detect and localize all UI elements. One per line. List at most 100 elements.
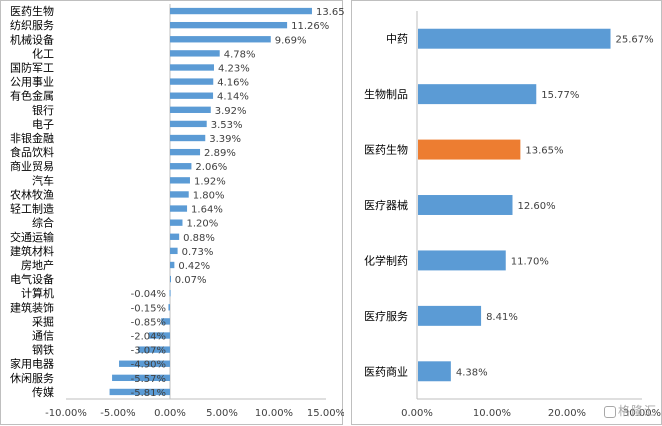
x-tick-label-2: -5.00% [100, 408, 135, 419]
value-label-2: 11.26% [291, 21, 329, 32]
bar-19 [170, 261, 175, 269]
bar-1 [418, 28, 611, 49]
value-label-21: -0.04% [131, 289, 166, 300]
category-label-7: 有色金属 [10, 89, 54, 103]
category-label-3: 机械设备 [10, 32, 54, 46]
industry-returns-chart: 医药生物 13.65% 纺织服务 11.26% 机械设备 9.69% 化工 4.78% 国防军工… [0, 0, 344, 425]
value-label-10: 3.39% [209, 134, 241, 145]
value-label-22: -0.15% [131, 303, 166, 314]
value-label-6: 4.16% [217, 78, 249, 89]
bar-9 [170, 120, 207, 128]
bar-4 [418, 195, 513, 215]
bar-21 [169, 290, 171, 297]
value-label-17: 0.88% [183, 233, 215, 244]
value-label-16: 1.20% [186, 219, 218, 230]
category-label-22: 建筑装饰 [10, 300, 54, 314]
category-label-11: 食品饮料 [10, 145, 54, 159]
category-label-1: 中药 [386, 33, 408, 46]
value-label-13: 1.92% [194, 176, 226, 187]
bar-4 [170, 50, 220, 57]
industry-returns-plot: 医药生物 13.65% 纺织服务 11.26% 机械设备 9.69% 化工 4.78% 国防军工… [10, 4, 344, 419]
x-tick-label-5: 10.00% [255, 408, 293, 419]
bar-26 [119, 360, 170, 367]
category-label-18: 建筑材料 [10, 244, 54, 258]
x-tick-label-3: 0.00% [154, 408, 186, 419]
category-label-5: 国防军工 [10, 60, 54, 74]
category-label-5: 化学制药 [364, 253, 408, 267]
category-label-7: 医药商业 [364, 364, 408, 378]
bar-18 [170, 247, 178, 255]
category-label-15: 轻工制造 [10, 202, 54, 216]
value-label-25: -3.07% [131, 346, 166, 357]
value-label-20: 0.07% [175, 275, 207, 286]
bar-25 [138, 346, 170, 353]
value-label-14: 1.80% [193, 190, 225, 201]
category-label-1: 医药生物 [10, 4, 54, 18]
value-label-7: 4.38% [456, 367, 488, 378]
category-label-14: 农林牧渔 [10, 187, 54, 201]
category-label-25: 钢铁 [32, 344, 54, 357]
bar-24 [148, 332, 170, 339]
value-label-2: 15.77% [541, 90, 579, 101]
category-label-3: 医药生物 [364, 143, 408, 157]
x-tick-label-4: 30.00% [623, 408, 661, 419]
category-label-9: 电子 [32, 118, 54, 131]
bar-20 [170, 275, 171, 283]
bar-10 [170, 134, 206, 142]
bar-23 [161, 318, 170, 325]
category-label-23: 采掘 [32, 314, 54, 328]
value-label-1: 13.65% [316, 7, 344, 18]
category-label-12: 商业贸易 [10, 159, 54, 173]
bar-6 [170, 78, 214, 85]
bar-15 [170, 205, 188, 212]
category-label-28: 传媒 [32, 386, 54, 399]
x-tick-label-3: 20.00% [548, 408, 586, 419]
bar-7 [170, 92, 214, 99]
value-label-18: 0.73% [182, 247, 214, 258]
bar-5 [170, 64, 214, 71]
category-label-16: 综合 [32, 216, 54, 230]
category-label-13: 汽车 [32, 173, 54, 187]
value-label-5: 4.23% [218, 63, 250, 74]
value-label-9: 3.53% [211, 120, 243, 131]
x-tick-label-1: -10.00% [45, 408, 87, 419]
bar-8 [170, 106, 211, 113]
value-label-6: 8.41% [486, 312, 518, 323]
gelonghui-logo-icon [603, 405, 616, 418]
x-tick-label-2: 10.00% [473, 408, 511, 419]
value-label-5: 11.70% [511, 256, 549, 267]
bar-1 [170, 7, 312, 15]
bar-12 [170, 163, 192, 170]
value-label-3: 9.69% [275, 35, 307, 46]
bar-3 [170, 36, 271, 43]
value-label-8: 3.92% [215, 106, 247, 117]
x-tick-label-1: 0.00% [401, 408, 433, 419]
bar-5 [418, 250, 506, 271]
category-label-4: 医疗器械 [364, 198, 408, 212]
category-label-2: 生物制品 [364, 87, 408, 101]
value-label-27: -5.57% [131, 374, 166, 385]
bar-17 [170, 233, 180, 240]
bar-28 [109, 388, 170, 396]
value-label-23: -0.85% [131, 317, 166, 328]
value-label-19: 0.42% [178, 261, 210, 272]
bar-3 [418, 139, 521, 160]
value-label-11: 2.89% [204, 148, 236, 159]
category-label-21: 计算机 [21, 286, 54, 300]
category-label-17: 交通运输 [10, 230, 54, 244]
category-label-27: 休闲服务 [10, 371, 54, 385]
bar-7 [418, 361, 451, 382]
value-label-15: 1.64% [191, 205, 223, 216]
value-label-4: 12.60% [518, 201, 556, 212]
watermark: 格隆汇 [603, 402, 657, 419]
bar-2 [418, 84, 537, 105]
category-label-26: 家用电器 [10, 357, 54, 371]
category-label-6: 公用事业 [10, 76, 54, 89]
watermark-text: 格隆汇 [617, 404, 657, 418]
bar-14 [170, 191, 189, 198]
bar-2 [170, 21, 288, 29]
value-label-12: 2.06% [195, 162, 227, 173]
value-label-4: 4.78% [224, 49, 256, 60]
category-label-2: 纺织服务 [10, 18, 54, 32]
bar-6 [418, 305, 482, 326]
